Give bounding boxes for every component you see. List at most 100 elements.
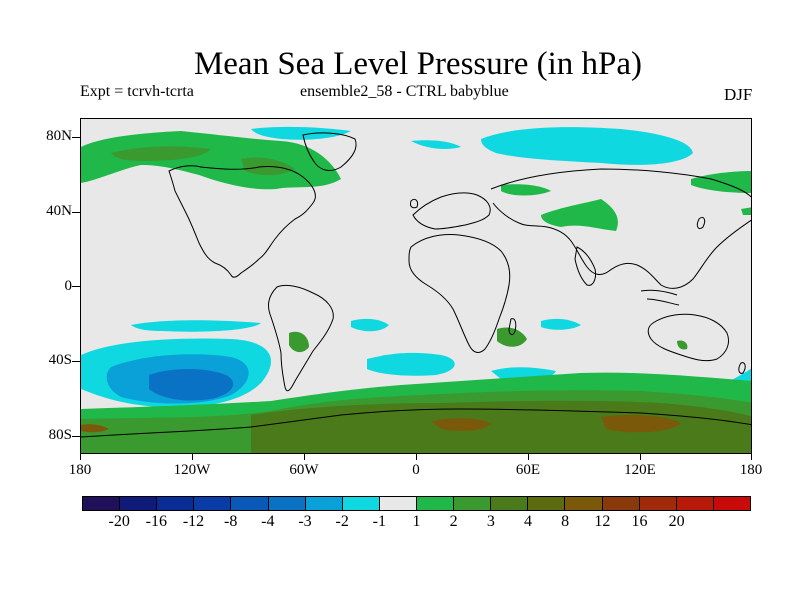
eurasia-high-2 [501, 184, 551, 196]
australia-green [677, 340, 688, 350]
south-atlantic-low [367, 352, 455, 376]
antarctic-olive [251, 400, 751, 453]
colorbar-swatch [157, 497, 195, 510]
india-coast [574, 246, 596, 286]
arctic-green-dark [111, 146, 211, 161]
colorbar-swatch [120, 497, 158, 510]
colorbar-swatch [491, 497, 529, 510]
colorbar-tick-label: -3 [298, 513, 312, 530]
south-america-coast [268, 284, 334, 392]
africa-green [497, 327, 527, 347]
y-axis-label: 80N [46, 128, 72, 144]
new-zealand-coast [738, 362, 746, 374]
colorbar-tick-label: 20 [668, 513, 685, 530]
map-svg [81, 126, 751, 453]
south-pacific-core [149, 369, 234, 401]
arctic-north-america-high [81, 131, 341, 190]
antarctica-coast [81, 408, 751, 438]
y-tick-mark [72, 361, 80, 362]
colorbar-tick-label: 3 [486, 513, 495, 530]
colorbar-tick-label: 16 [631, 513, 648, 530]
coastlines [81, 132, 751, 438]
y-axis-label: 40S [48, 352, 72, 368]
map-title: Mean Sea Level Pressure (in hPa) [193, 46, 643, 82]
x-axis-label: 60W [289, 462, 319, 478]
uk-coast [410, 198, 418, 209]
experiment-label: Expt = tcrvh-tcrta [80, 83, 194, 100]
madagascar-coast [508, 318, 517, 336]
y-tick-mark [72, 137, 80, 138]
y-tick-mark [72, 286, 80, 287]
antarctic-core-2 [601, 415, 681, 433]
east-asia-high-2 [741, 207, 751, 215]
x-axis-label: 60E [515, 462, 541, 478]
antarctic-core-3 [81, 424, 109, 433]
arctic-cyan-1 [251, 126, 351, 140]
colorbar-swatch [231, 497, 269, 510]
colorbar-swatch [342, 497, 380, 510]
indian-ocean-cyan [541, 318, 581, 330]
colorbar-tick-label: 1 [412, 513, 421, 530]
x-axis-label: 0 [412, 462, 420, 478]
colorbar-swatch [194, 497, 232, 510]
south-america-green [289, 331, 309, 353]
australia-coast [647, 313, 730, 362]
x-tick-mark [640, 454, 641, 460]
colorbar-tick-label: 12 [594, 513, 611, 530]
x-tick-mark [192, 454, 193, 460]
x-tick-mark [416, 454, 417, 460]
colorbar-swatch [713, 497, 750, 510]
south-pacific-strip [131, 320, 261, 332]
y-tick-mark [72, 436, 80, 437]
y-axis-label: 40N [46, 203, 72, 219]
colorbar-tick-label: -16 [145, 513, 167, 530]
x-tick-mark [80, 454, 81, 460]
colorbar-swatch [565, 497, 603, 510]
x-tick-mark [528, 454, 529, 460]
japan-coast [696, 216, 706, 230]
colorbar-tick-label: 8 [561, 513, 570, 530]
colorbar-swatch [639, 497, 677, 510]
ensemble-label: ensemble2_58 - CTRL babyblue [300, 83, 509, 100]
greenland-coast [302, 132, 357, 171]
antarctic-core-1 [431, 418, 491, 431]
y-axis-label: 0 [64, 278, 73, 294]
colorbar-swatch [416, 497, 455, 510]
colorbar-swatch [454, 497, 492, 510]
y-axis-label: 80S [48, 427, 72, 443]
colorbar-tick-label: -20 [108, 513, 130, 530]
colorbar-tick-label: 4 [524, 513, 532, 530]
colorbar-swatch [379, 497, 417, 510]
x-tick-mark [304, 454, 305, 460]
colorbar-tick-label: -1 [372, 513, 386, 530]
season-label: DJF [724, 85, 753, 104]
colorbar-tick-label: -12 [182, 513, 205, 530]
colorbar-swatch [528, 497, 566, 510]
colorbar-swatch [676, 497, 714, 510]
map-panel [80, 118, 752, 454]
x-axis-label: 180 [68, 462, 92, 478]
colorbar-tick-label: 2 [449, 513, 458, 530]
colorbar-tick-label: -4 [261, 513, 275, 530]
africa-coast [408, 234, 511, 353]
colorbar-swatch [83, 497, 121, 510]
x-tick-mark [751, 454, 752, 460]
arctic-cyan-2 [481, 127, 693, 165]
asia-coast [490, 168, 751, 289]
south-atlantic-cyan [351, 318, 389, 332]
colorbar-tick-label: -8 [223, 513, 238, 530]
north-america-coast [168, 165, 316, 278]
arctic-cyan-3 [411, 140, 461, 149]
colorbar [82, 496, 751, 511]
y-tick-mark [72, 212, 80, 213]
indonesia-coast [640, 289, 680, 306]
colorbar-swatch [305, 497, 343, 510]
colorbar-swatch [268, 497, 306, 510]
colorbar-swatch [602, 497, 640, 510]
x-axis-label: 120E [624, 462, 656, 478]
colorbar-tick-label: -2 [335, 513, 349, 530]
x-axis-label: 180 [739, 462, 763, 478]
siberia-high [541, 199, 618, 231]
x-axis-label: 120W [173, 462, 211, 478]
europe-coast [412, 192, 491, 230]
